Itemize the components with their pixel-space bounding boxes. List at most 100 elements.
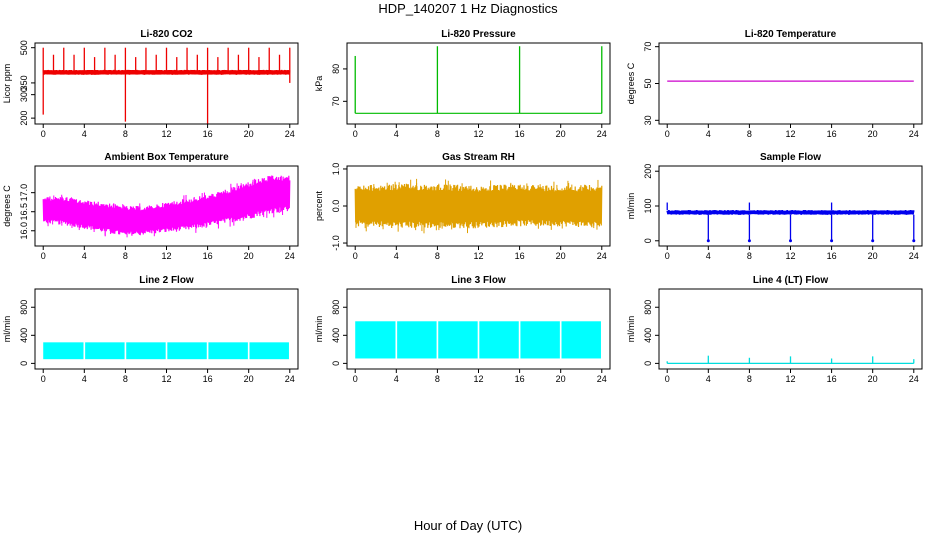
x-tick-label: 8	[747, 251, 752, 261]
y-tick-label: 17.0	[19, 184, 29, 202]
x-tick-label: 20	[244, 129, 254, 139]
y-tick-label: 1.0	[331, 163, 341, 176]
x-tick-label: 12	[473, 374, 483, 384]
data-point	[789, 239, 792, 243]
x-tick-label: 4	[394, 374, 399, 384]
data-point	[871, 239, 875, 243]
y-tick-label: 800	[19, 300, 29, 315]
data-point	[747, 239, 751, 243]
x-tick-label: 24	[909, 129, 919, 139]
data-band-segment	[208, 342, 248, 360]
x-tick-label: 12	[161, 129, 171, 139]
x-tick-label: 24	[285, 129, 295, 139]
panel-title: Line 2 Flow	[139, 275, 194, 286]
panel-box_temp: Ambient Box Temperature degrees C 0 4 8 12 16 2…	[2, 152, 299, 261]
x-tick-label: 4	[394, 129, 399, 139]
x-tick-label: 8	[435, 251, 440, 261]
data-band-segment	[479, 321, 519, 359]
data-band-segment	[438, 321, 478, 359]
x-tick-label: 16	[515, 129, 525, 139]
data-band-segment	[520, 321, 560, 359]
data-band-segment	[355, 321, 396, 359]
x-tick-label: 24	[597, 251, 607, 261]
y-tick-label: -1.0	[331, 235, 341, 251]
x-tick-label: 8	[747, 374, 752, 384]
data-point	[830, 239, 834, 243]
x-tick-label: 0	[41, 251, 46, 261]
data-band-segment	[561, 321, 601, 359]
y-axis-label: ml/min	[314, 316, 324, 343]
x-tick-label: 12	[473, 129, 483, 139]
x-tick-label: 20	[868, 374, 878, 384]
data-series	[354, 178, 603, 234]
y-tick-label: 30	[643, 115, 653, 125]
data-band-segment	[167, 342, 207, 360]
x-tick-label: 8	[123, 374, 128, 384]
y-tick-label: 500	[19, 40, 29, 55]
data-band-segment	[397, 321, 437, 359]
x-tick-label: 20	[556, 129, 566, 139]
x-tick-label: 24	[285, 251, 295, 261]
data-line	[42, 175, 291, 236]
y-axis-label: Licor ppm	[2, 64, 12, 104]
y-axis-label: percent	[314, 190, 324, 221]
y-tick-label: 70	[331, 96, 341, 106]
y-tick-label: 400	[19, 328, 29, 343]
x-tick-label: 20	[868, 129, 878, 139]
x-tick-label: 4	[706, 251, 711, 261]
x-tick-label: 12	[473, 251, 483, 261]
y-tick-label: 0	[643, 361, 653, 366]
x-tick-label: 20	[244, 374, 254, 384]
data-series	[354, 46, 603, 114]
panel-title: Li-820 Temperature	[745, 29, 837, 40]
data-series	[666, 202, 916, 243]
y-axis-label: degrees C	[2, 185, 12, 227]
y-tick-label: 300	[19, 87, 29, 102]
x-tick-label: 8	[747, 129, 752, 139]
y-tick-label: 80	[331, 64, 341, 74]
y-tick-label: 800	[643, 300, 653, 315]
y-tick-label: 0	[19, 361, 29, 366]
x-tick-label: 8	[435, 374, 440, 384]
x-tick-label: 4	[394, 251, 399, 261]
panel-line4: Line 4 (LT) Flow ml/min 0 4 8 12 16 20 24 0 400 800	[626, 275, 923, 384]
y-tick-label: 16.0	[19, 222, 29, 240]
data-series	[42, 47, 291, 124]
panel-pressure: Li-820 Pressure kPa 0 4 8 12 16 20 24 70 80	[314, 29, 611, 139]
y-axis-label: ml/min	[2, 316, 12, 343]
y-tick-label: 16.5	[19, 203, 29, 221]
data-series	[666, 355, 915, 364]
y-tick-label: 800	[331, 300, 341, 315]
y-tick-label: 50	[643, 78, 653, 88]
x-tick-label: 24	[909, 251, 919, 261]
panel-line3: Line 3 Flow ml/min 0 4 8 12 16 20 24 0 400 800	[314, 275, 611, 384]
x-tick-label: 24	[285, 374, 295, 384]
x-tick-label: 16	[827, 129, 837, 139]
x-tick-label: 0	[353, 374, 358, 384]
data-point	[912, 239, 916, 243]
x-tick-label: 24	[597, 129, 607, 139]
x-tick-label: 8	[435, 129, 440, 139]
x-tick-label: 16	[827, 251, 837, 261]
plot-frame	[658, 42, 923, 125]
x-tick-label: 8	[123, 251, 128, 261]
panel-title: Li-820 Pressure	[441, 29, 516, 40]
data-band-segment	[249, 342, 289, 360]
x-tick-label: 24	[597, 374, 607, 384]
x-tick-label: 24	[909, 374, 919, 384]
x-tick-label: 12	[161, 251, 171, 261]
y-tick-label: 200	[19, 111, 29, 126]
y-tick-label: 100	[643, 198, 653, 213]
y-tick-label: 200	[643, 164, 653, 179]
panel-title: Sample Flow	[760, 152, 821, 163]
x-tick-label: 4	[82, 374, 87, 384]
x-tick-label: 4	[82, 251, 87, 261]
panel-title: Gas Stream RH	[442, 152, 515, 163]
panel-licor_temp: Li-820 Temperature degrees C 0 4 8 12 16 20 24 30…	[626, 29, 923, 139]
y-tick-label: 70	[643, 42, 653, 52]
panel-line2: Line 2 Flow ml/min 0 4 8 12 16 20 24 0 400 800	[2, 275, 299, 384]
x-tick-label: 12	[161, 374, 171, 384]
panel-sample_flow: Sample Flow ml/min 0 4 8 12 16 20 24 0 100 200	[626, 152, 923, 261]
panel-title: Li-820 CO2	[140, 29, 193, 40]
